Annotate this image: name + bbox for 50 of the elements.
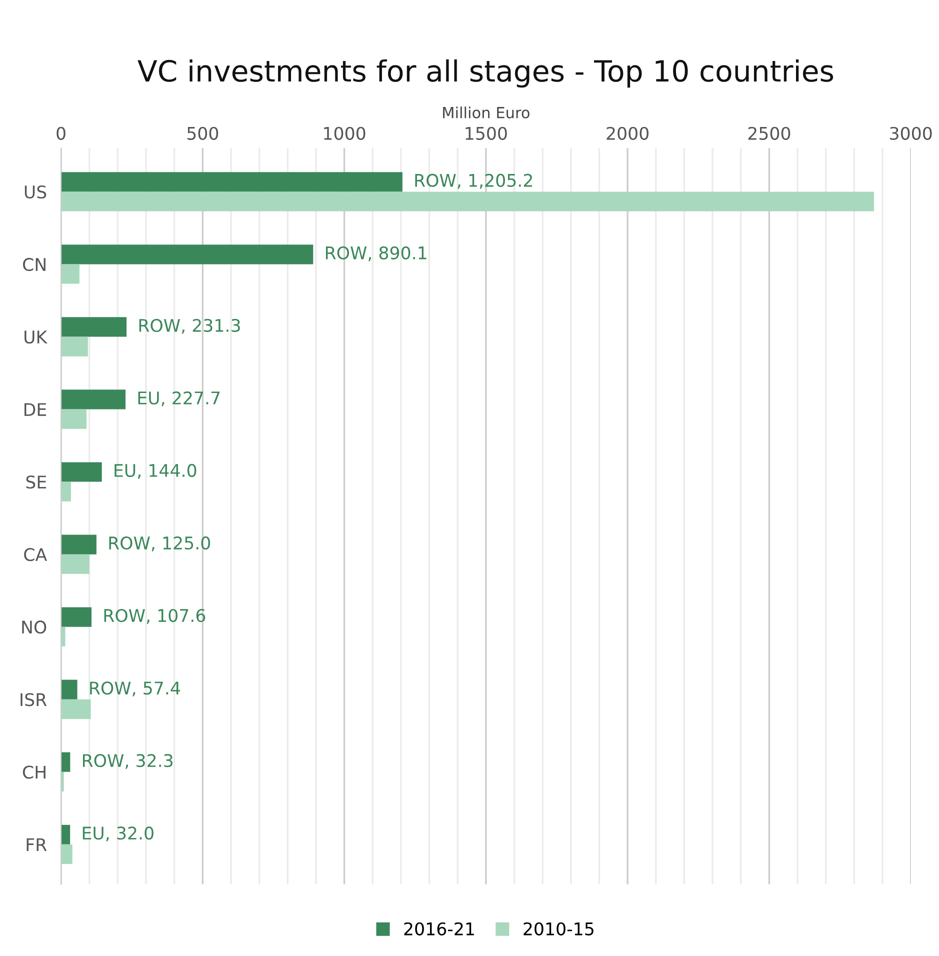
x-tick-label: 2000: [606, 126, 649, 140]
y-tick-label: ISR: [20, 693, 47, 706]
bar: [61, 482, 71, 502]
data-label: ROW, 57.4: [90, 681, 180, 696]
bar: [61, 192, 874, 212]
y-tick-label: SE: [26, 476, 46, 489]
bar: [61, 534, 96, 554]
bar: [61, 680, 78, 700]
x-tick-label: 2500: [748, 126, 790, 140]
bar: [61, 244, 314, 264]
bar: [61, 607, 92, 627]
x-tick-label: 0: [56, 126, 66, 140]
legend-label: 2010-15: [524, 922, 594, 936]
data-label: ROW, 231.3: [139, 318, 240, 334]
data-label: EU, 32.0: [82, 826, 154, 842]
bar: [61, 264, 80, 284]
x-axis-title: Million Euro: [443, 106, 530, 118]
bar: [61, 336, 88, 356]
data-label: ROW, 125.0: [109, 536, 210, 552]
bar: [61, 462, 102, 482]
x-tick-label: 500: [187, 126, 218, 140]
data-label: ROW, 1,205.2: [415, 174, 532, 189]
y-tick-label: CH: [22, 766, 46, 779]
bar: [61, 317, 127, 337]
bar: [61, 844, 72, 864]
x-tick-label: 1000: [324, 126, 366, 140]
bar: [61, 554, 90, 574]
data-label: ROW, 32.3: [83, 754, 172, 769]
bar: [61, 752, 70, 772]
y-tick-label: UK: [24, 330, 48, 344]
data-label: EU, 227.7: [138, 391, 220, 406]
data-label: ROW, 890.1: [326, 246, 426, 262]
bar: [61, 626, 66, 646]
bar: [61, 824, 70, 844]
data-label: EU, 144.0: [114, 464, 196, 479]
y-tick-label: DE: [24, 403, 46, 416]
chart-title: VC investments for all stages - Top 10 countries: [138, 59, 834, 88]
x-tick-label: 1500: [466, 126, 507, 140]
data-label: ROW, 107.6: [104, 608, 206, 624]
y-tick-label: US: [24, 185, 46, 199]
y-tick-label: FR: [26, 838, 47, 852]
bar: [61, 172, 402, 192]
bar: [61, 409, 87, 429]
bar: [61, 699, 91, 719]
bar: [61, 390, 126, 410]
legend-label: 2016-21: [404, 922, 474, 936]
y-tick-label: CN: [23, 258, 46, 272]
y-tick-label: NO: [22, 620, 46, 634]
x-tick-label: 3000: [890, 126, 932, 140]
y-tick-label: CA: [24, 548, 47, 562]
